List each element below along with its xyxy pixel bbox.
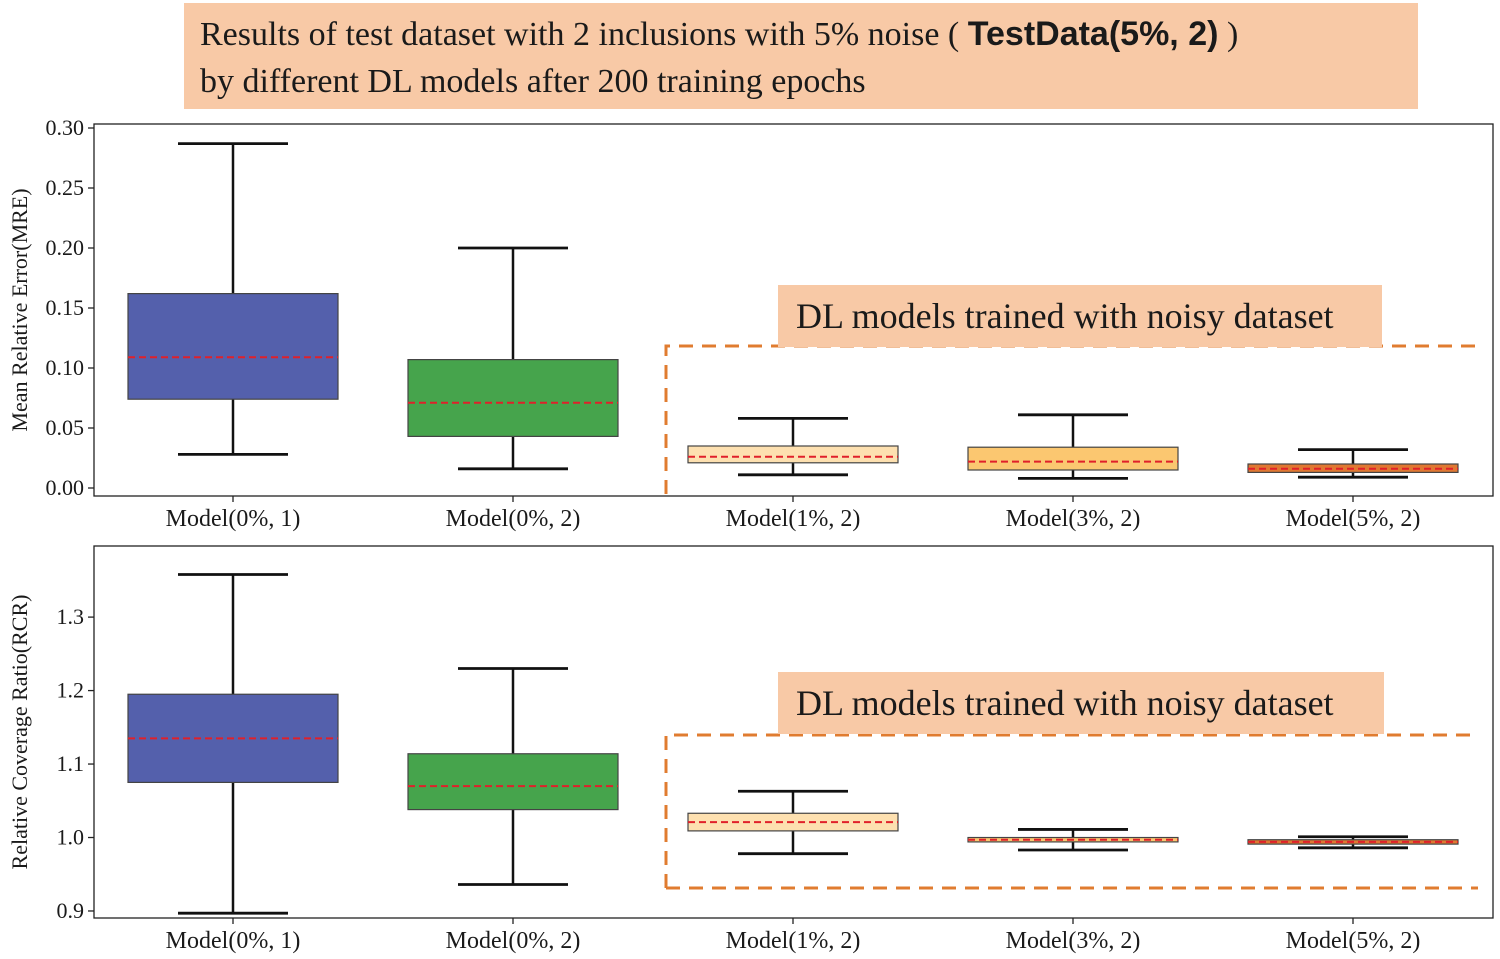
iqr-box: [408, 754, 618, 810]
box-3: [688, 418, 898, 474]
y-axis-label: Relative Coverage Ratio(RCR): [7, 595, 32, 870]
x-tick-label: Model(0%, 1): [166, 928, 301, 954]
y-tick-label: 0.10: [46, 355, 85, 380]
x-tick-label: Model(0%, 1): [166, 506, 301, 532]
y-tick-label: 1.2: [57, 678, 85, 703]
box-1: [128, 144, 338, 455]
x-tick-label: Model(0%, 2): [446, 506, 581, 532]
y-tick-label: 0.05: [46, 415, 85, 440]
x-tick-label: Model(1%, 2): [726, 928, 861, 954]
y-tick-label: 1.1: [57, 751, 85, 776]
figure: 0.00 0.05 0.10 0.15 0.20 0.25 0.30 Mean Relativ…: [0, 0, 1500, 959]
y-tick-label: 0.15: [46, 295, 85, 320]
noisy-models-highlight-2: [666, 735, 1478, 888]
y-tick-label: 0.00: [46, 475, 85, 500]
y-tick-label: 1.0: [57, 825, 85, 850]
box-2: [408, 248, 618, 469]
iqr-box: [688, 446, 898, 463]
box-3: [688, 791, 898, 853]
x-tick-label: Model(1%, 2): [726, 506, 861, 532]
y-tick-label: 0.25: [46, 175, 85, 200]
x-tick-label: Model(3%, 2): [1006, 928, 1141, 954]
y-tick-label: 0.30: [46, 115, 85, 140]
box-2: [408, 669, 618, 885]
y-axis-label: Mean Relative Error(MRE): [7, 188, 32, 431]
x-tick-label: Model(5%, 2): [1286, 928, 1421, 954]
y-tick-label: 0.9: [57, 898, 85, 923]
noisy-models-note-top: DL models trained with noisy dataset: [778, 285, 1382, 347]
box-4: [968, 829, 1178, 850]
iqr-box: [408, 360, 618, 437]
box-5: [1248, 837, 1458, 848]
y-tick-label: 1.3: [57, 604, 85, 629]
y-tick-label: 0.20: [46, 235, 85, 260]
x-tick-label: Model(3%, 2): [1006, 506, 1141, 532]
x-tick-label: Model(5%, 2): [1286, 506, 1421, 532]
box-5: [1248, 450, 1458, 478]
box-4: [968, 415, 1178, 479]
box-1: [128, 574, 338, 913]
iqr-box: [128, 294, 338, 400]
noisy-models-note-bottom: DL models trained with noisy dataset: [778, 672, 1384, 734]
x-tick-label: Model(0%, 2): [446, 928, 581, 954]
iqr-box: [968, 447, 1178, 470]
